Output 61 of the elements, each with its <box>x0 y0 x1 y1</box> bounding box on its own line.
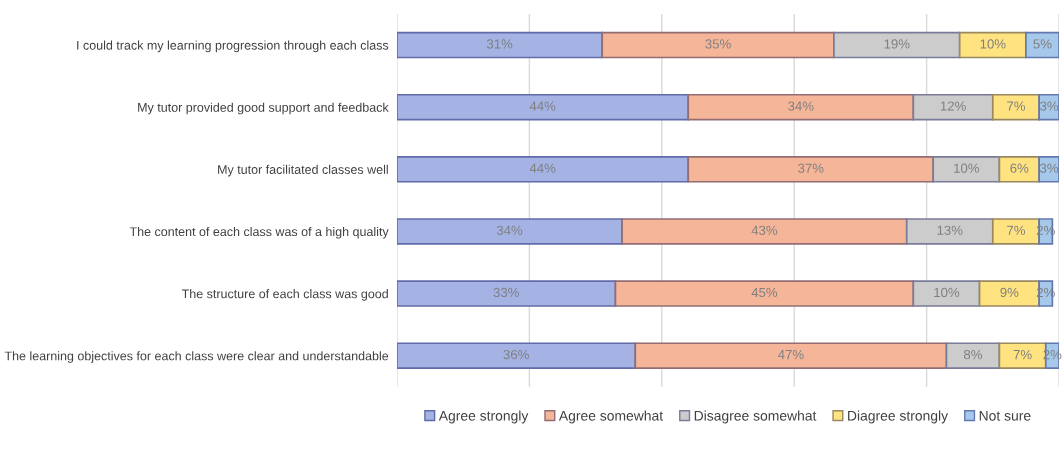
data-label: 7% <box>1007 101 1026 111</box>
legend-label: Not sure <box>979 410 1031 421</box>
bar <box>905 218 994 245</box>
y-tick-label: The content of each class was of a high quality <box>129 226 389 239</box>
bar <box>1025 31 1059 59</box>
data-label: 6% <box>1010 163 1029 173</box>
data-label: 12% <box>940 101 966 111</box>
bar <box>397 342 637 369</box>
y-tick-label: I could track my learning progression through each class <box>77 40 389 53</box>
bar <box>687 156 935 183</box>
data-label: 33% <box>493 287 519 298</box>
bar <box>991 93 1040 121</box>
bar <box>634 342 948 369</box>
data-label: 45% <box>751 287 778 298</box>
bar <box>912 280 981 307</box>
bar <box>1038 156 1059 183</box>
bar <box>397 156 690 183</box>
bar <box>945 342 1001 369</box>
data-label: 7% <box>1007 225 1026 235</box>
bar <box>833 31 961 59</box>
bar <box>932 156 1001 183</box>
y-tick-label: My tutor facilitated classes well <box>218 164 388 177</box>
data-label: 13% <box>937 225 963 235</box>
bar <box>397 93 690 121</box>
data-label: 36% <box>503 349 529 360</box>
data-label: 8% <box>963 349 983 360</box>
data-label: 19% <box>884 39 910 49</box>
data-label: 37% <box>798 163 824 173</box>
data-label: 34% <box>788 101 814 111</box>
bar <box>998 156 1040 183</box>
legend-label: Disagree somewhat <box>694 410 817 424</box>
bar <box>397 31 604 59</box>
bar <box>601 31 835 59</box>
bar <box>912 93 994 121</box>
data-label: 10% <box>934 287 960 298</box>
data-label: 34% <box>496 225 523 235</box>
bar <box>687 93 915 121</box>
data-label: 10% <box>980 39 1006 49</box>
data-label: 44% <box>529 163 556 173</box>
data-label: 10% <box>954 163 980 173</box>
bar <box>397 280 617 307</box>
data-label: 47% <box>777 349 804 360</box>
data-label: 7% <box>1013 349 1032 360</box>
data-label: 35% <box>705 39 731 49</box>
legend-label: Agree somewhat <box>558 410 663 424</box>
bar <box>614 280 915 307</box>
data-label: 43% <box>751 225 778 235</box>
bar <box>621 218 908 245</box>
y-tick-label: The learning objectives for each class were clear and understandable <box>4 351 389 363</box>
legend-label: Diagree strongly <box>848 410 949 424</box>
data-label: 44% <box>529 101 556 111</box>
bar <box>397 218 623 245</box>
data-label: 3% <box>1040 163 1059 173</box>
legend-label: Agree strongly <box>438 410 529 424</box>
data-label: 5% <box>1033 39 1052 49</box>
bar <box>958 31 1027 59</box>
data-label: 3% <box>1040 101 1059 111</box>
data-label: 31% <box>486 39 513 49</box>
y-tick-label: My tutor provided good support and feedback <box>138 102 389 115</box>
y-tick-label: The structure of each class was good <box>181 289 388 301</box>
data-label: 9% <box>1000 287 1019 298</box>
